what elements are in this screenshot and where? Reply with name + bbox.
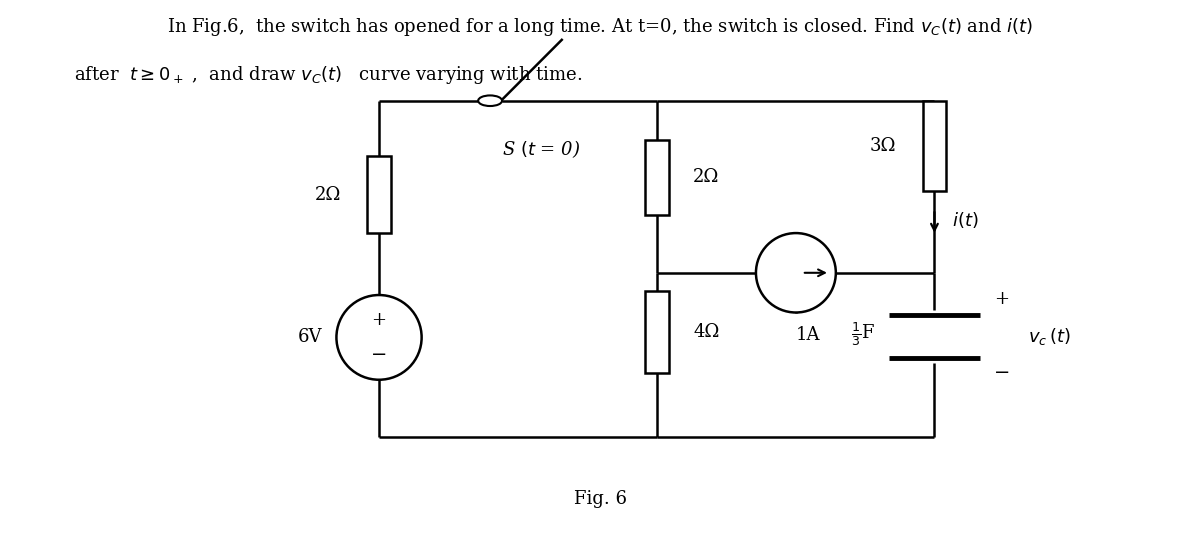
Ellipse shape (336, 295, 421, 380)
Text: $\frac{1}{3}$F: $\frac{1}{3}$F (851, 320, 875, 348)
Text: $i(t)$: $i(t)$ (953, 210, 979, 230)
Text: 3Ω: 3Ω (870, 137, 896, 155)
Text: Fig. 6: Fig. 6 (574, 491, 626, 508)
Text: 2Ω: 2Ω (694, 169, 720, 187)
Text: −: − (994, 364, 1010, 383)
Text: S $(t$ = 0): S $(t$ = 0) (502, 138, 581, 159)
Ellipse shape (756, 233, 836, 312)
Bar (646, 140, 670, 215)
Bar (367, 156, 391, 233)
Text: In Fig.6,  the switch has opened for a long time. At t=0, the switch is closed. : In Fig.6, the switch has opened for a lo… (167, 16, 1033, 38)
Bar (646, 292, 670, 373)
Text: 6V: 6V (298, 328, 322, 346)
Text: 1A: 1A (796, 326, 820, 344)
Circle shape (478, 95, 502, 106)
Text: +: + (372, 311, 386, 328)
Text: −: − (371, 346, 388, 364)
Text: 2Ω: 2Ω (314, 186, 341, 204)
Text: after  $t\geq0_+$ ,  and draw $v_C(t)$   curve varying with time.: after $t\geq0_+$ , and draw $v_C(t)$ cur… (74, 64, 583, 86)
Text: +: + (994, 291, 1009, 308)
Text: 4Ω: 4Ω (694, 323, 720, 341)
Text: $v_c\,(t)$: $v_c\,(t)$ (1027, 326, 1070, 347)
Bar (923, 101, 947, 191)
